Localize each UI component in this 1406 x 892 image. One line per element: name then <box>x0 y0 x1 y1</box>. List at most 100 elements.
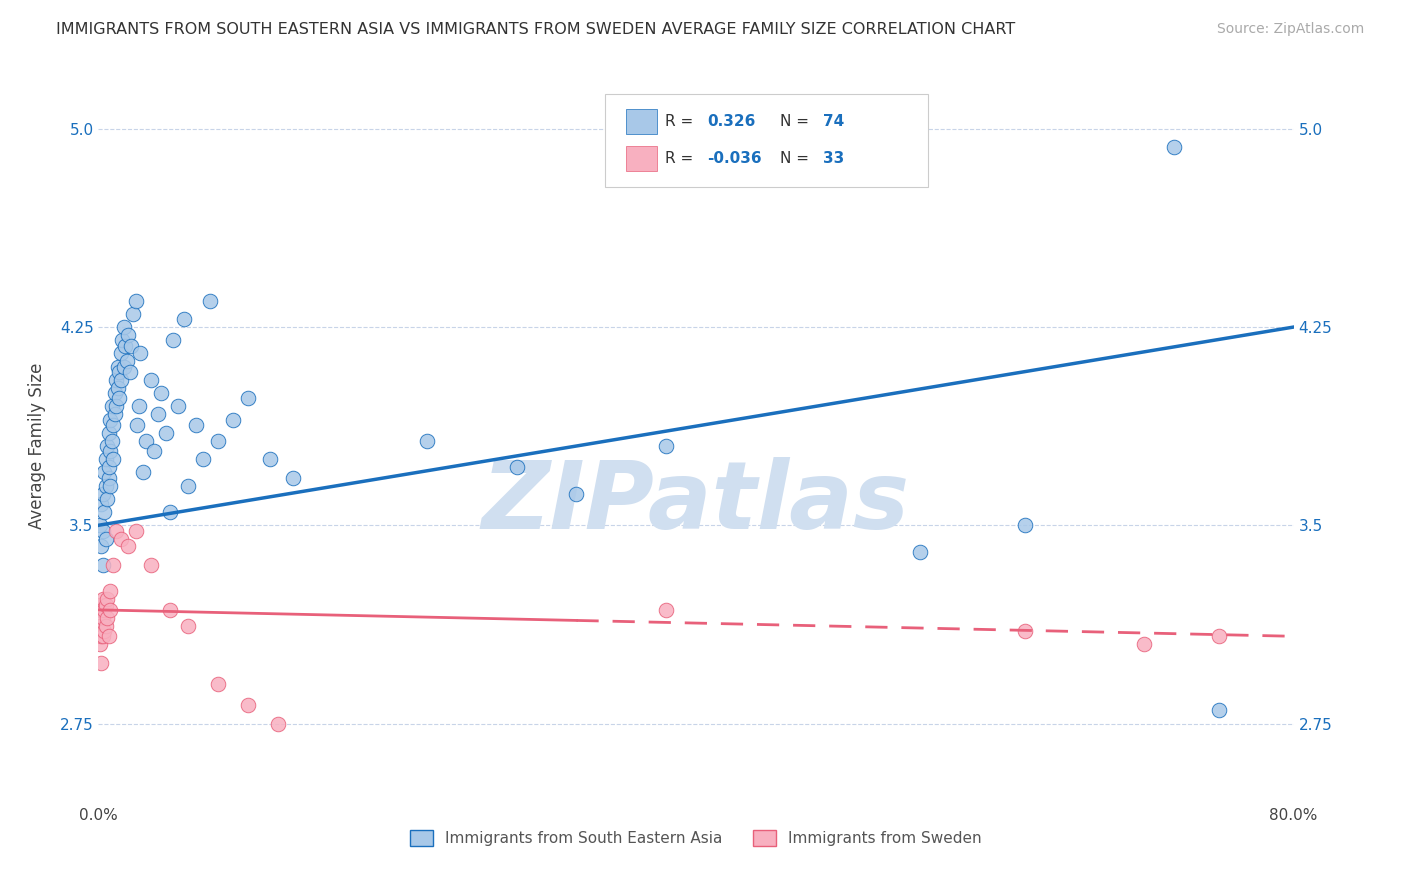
Point <box>96 491 118 506</box>
Point <box>89 618 111 632</box>
Point <box>110 373 132 387</box>
Point <box>98 603 122 617</box>
Point <box>139 558 162 572</box>
Point <box>94 598 117 612</box>
Text: 0.326: 0.326 <box>707 114 755 128</box>
Point <box>908 545 931 559</box>
Text: N =: N = <box>780 152 814 166</box>
Point <box>127 417 149 432</box>
Text: -0.036: -0.036 <box>707 152 762 166</box>
Point <box>93 624 115 638</box>
Text: R =: R = <box>665 114 699 128</box>
Point <box>90 540 112 554</box>
Point <box>98 444 122 458</box>
Point <box>155 425 177 440</box>
Point <box>112 320 135 334</box>
Point <box>281 471 304 485</box>
Point <box>159 603 181 617</box>
Point <box>125 524 148 538</box>
Point <box>132 466 155 480</box>
Point <box>107 381 129 395</box>
Point <box>105 373 128 387</box>
Point <box>91 558 114 572</box>
Point <box>135 434 157 448</box>
Point <box>1133 637 1156 651</box>
Point <box>1208 629 1230 643</box>
Point <box>159 505 181 519</box>
Point <box>236 698 259 712</box>
Point <box>94 618 117 632</box>
Point <box>90 497 112 511</box>
Point <box>222 412 245 426</box>
Point <box>1014 624 1036 638</box>
Point <box>97 460 120 475</box>
Point <box>93 505 115 519</box>
Point <box>91 486 114 500</box>
Point <box>94 478 117 492</box>
Point <box>104 386 127 401</box>
Point <box>96 611 118 625</box>
Point <box>129 346 152 360</box>
Point <box>200 293 222 308</box>
Point <box>97 425 120 440</box>
Point <box>118 365 141 379</box>
Point <box>139 373 162 387</box>
Point <box>98 478 122 492</box>
Point <box>97 471 120 485</box>
Point <box>103 417 125 432</box>
Point <box>101 400 124 414</box>
Point <box>108 392 131 406</box>
Point <box>1163 140 1185 154</box>
Point <box>91 611 114 625</box>
Point <box>90 656 112 670</box>
Point <box>267 716 290 731</box>
Point <box>108 365 131 379</box>
Point <box>565 486 588 500</box>
Point <box>117 540 139 554</box>
Point <box>93 603 115 617</box>
Point <box>110 346 132 360</box>
Point <box>89 637 111 651</box>
Point <box>236 392 259 406</box>
Point <box>150 386 173 401</box>
Text: IMMIGRANTS FROM SOUTH EASTERN ASIA VS IMMIGRANTS FROM SWEDEN AVERAGE FAMILY SIZE: IMMIGRANTS FROM SOUTH EASTERN ASIA VS IM… <box>56 22 1015 37</box>
Text: 33: 33 <box>823 152 844 166</box>
Point <box>91 592 114 607</box>
Point <box>98 412 122 426</box>
Text: R =: R = <box>665 152 699 166</box>
Point <box>184 417 207 432</box>
Point <box>142 444 165 458</box>
Legend: Immigrants from South Eastern Asia, Immigrants from Sweden: Immigrants from South Eastern Asia, Immi… <box>404 824 988 852</box>
Point <box>104 407 127 421</box>
Point <box>506 460 529 475</box>
Point <box>93 466 115 480</box>
Point <box>112 359 135 374</box>
Point <box>107 359 129 374</box>
Point <box>115 354 138 368</box>
Point <box>110 532 132 546</box>
Point <box>101 434 124 448</box>
Text: 74: 74 <box>823 114 844 128</box>
Point <box>162 333 184 347</box>
Point <box>416 434 439 448</box>
Point <box>96 439 118 453</box>
Point <box>97 629 120 643</box>
Point <box>128 400 150 414</box>
Point <box>114 338 136 352</box>
Point <box>655 603 678 617</box>
Point <box>125 293 148 308</box>
Point <box>105 524 128 538</box>
Point <box>173 312 195 326</box>
Point <box>120 338 142 352</box>
Text: N =: N = <box>780 114 814 128</box>
Point <box>1014 518 1036 533</box>
Point <box>117 328 139 343</box>
Point <box>655 439 678 453</box>
Text: Source: ZipAtlas.com: Source: ZipAtlas.com <box>1216 22 1364 37</box>
Point <box>90 603 112 617</box>
Point <box>96 592 118 607</box>
Point <box>103 558 125 572</box>
Text: ZIPatlas: ZIPatlas <box>482 457 910 549</box>
Point <box>91 629 114 643</box>
Point <box>207 677 229 691</box>
